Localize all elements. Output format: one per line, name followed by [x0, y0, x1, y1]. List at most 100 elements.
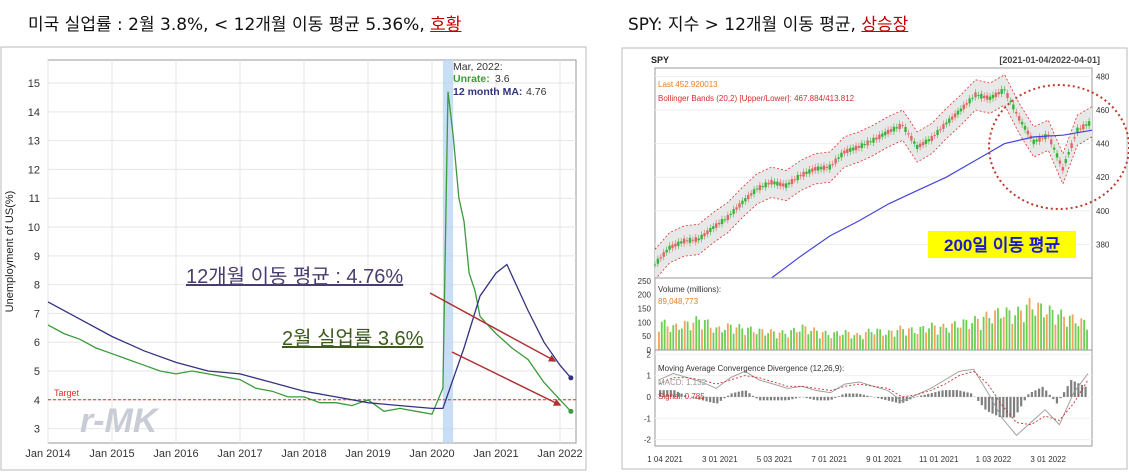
volume-bar — [712, 332, 715, 350]
volume-bar — [1048, 305, 1051, 350]
volume-bar — [1074, 323, 1077, 350]
volume-bar — [807, 334, 810, 350]
volume-bar — [833, 332, 836, 350]
volume-bar — [821, 332, 824, 350]
candle-body — [918, 143, 922, 148]
candle-body — [674, 243, 677, 247]
candle-body — [977, 95, 980, 97]
macd-histogram-bar — [844, 393, 848, 397]
macd-histogram-bar — [945, 390, 948, 397]
volume-bar — [1022, 322, 1025, 350]
price-tick-label: 400 — [1096, 207, 1110, 216]
candle-body — [988, 96, 992, 100]
volume-bar — [1037, 302, 1040, 350]
candle-body — [744, 198, 747, 202]
candle-body — [1009, 101, 1012, 103]
candle-body — [816, 166, 820, 171]
volume-bar — [948, 332, 951, 350]
macd-histogram-bar — [769, 396, 773, 401]
volume-bar — [810, 330, 813, 350]
candle-body — [1050, 139, 1053, 145]
volume-label: Volume (millions): — [658, 285, 721, 294]
candle-body — [805, 171, 808, 174]
macd-histogram-bar — [966, 392, 969, 397]
volume-bar — [1031, 309, 1034, 350]
volume-bar — [899, 325, 902, 350]
volume-bar — [850, 338, 853, 350]
volume-bar — [827, 335, 830, 350]
volume-bar — [767, 333, 769, 350]
candle-body — [883, 131, 887, 136]
volume-bar — [939, 326, 942, 350]
candle-body — [1020, 121, 1024, 125]
macd-histogram-bar — [891, 396, 894, 402]
macd-histogram-bar — [755, 396, 758, 399]
y-tick-label: 15 — [28, 78, 40, 90]
macd-histogram-bar — [776, 396, 780, 401]
candle-body — [974, 92, 977, 98]
volume-bar — [795, 332, 798, 350]
candle-body — [1041, 137, 1044, 139]
price-tick-label: 440 — [1096, 140, 1110, 149]
macd-histogram-bar — [744, 390, 747, 397]
date-tick-label: 3 01 2021 — [702, 455, 738, 464]
candle-body — [1012, 104, 1015, 110]
sma-label-highlight — [928, 231, 1076, 258]
candle-body — [916, 144, 919, 149]
volume-bar — [816, 330, 818, 350]
macd-histogram-bar — [1055, 396, 1059, 404]
volume-bar — [988, 318, 991, 350]
volume-bar — [701, 329, 703, 350]
volume-bar — [813, 327, 815, 350]
macd-histogram-bar — [741, 390, 744, 397]
volume-bar — [902, 329, 905, 350]
candle-body — [659, 257, 663, 259]
candle-body — [726, 215, 730, 221]
macd-histogram-bar — [998, 396, 1001, 418]
volume-tick-label: 50 — [642, 332, 651, 341]
candle-body — [933, 135, 936, 137]
volume-bar — [864, 331, 867, 350]
volume-bar — [680, 328, 683, 350]
volume-bar — [928, 328, 930, 350]
candle-body — [808, 169, 811, 174]
candle-body — [819, 166, 823, 170]
volume-bar — [729, 324, 732, 350]
candle-body — [680, 241, 683, 244]
macd-histogram-bar — [880, 396, 883, 400]
macd-histogram-bar — [987, 396, 991, 412]
macd-histogram-bar — [798, 396, 801, 398]
macd-tick-label: -1 — [644, 414, 652, 423]
macd-histogram-bar — [748, 393, 751, 397]
candle-body — [907, 133, 910, 135]
tooltip-unrate-value: 3.6 — [495, 73, 510, 85]
macd-histogram-bar — [694, 396, 697, 399]
volume-bar — [982, 316, 985, 350]
candle-body — [738, 203, 741, 208]
candle-body — [994, 92, 998, 97]
candle-body — [811, 168, 814, 172]
macd-histogram-bar — [1023, 396, 1026, 401]
candle-body — [784, 183, 788, 188]
candle-body — [685, 240, 689, 242]
candle-body — [921, 142, 925, 146]
macd-histogram-bar — [884, 396, 887, 400]
candle-body — [939, 129, 942, 131]
volume-bar — [686, 321, 689, 350]
candle-body — [790, 179, 794, 185]
candle-body — [776, 181, 779, 186]
candle-body — [901, 125, 904, 127]
candle-body — [971, 97, 974, 99]
macd-histogram-bar — [730, 393, 733, 397]
macd-histogram-bar — [909, 396, 912, 400]
volume-value: 89,048,773 — [658, 297, 699, 306]
x-tick-label: Jan 2016 — [153, 448, 198, 460]
volume-bar — [1045, 314, 1048, 350]
candle-body — [965, 103, 968, 105]
candle-body — [1076, 127, 1079, 133]
candle-body — [831, 164, 834, 166]
candle-body — [1035, 139, 1038, 142]
volume-bar — [925, 332, 928, 350]
candle-body — [878, 134, 881, 140]
volume-tick-label: 100 — [638, 318, 652, 327]
